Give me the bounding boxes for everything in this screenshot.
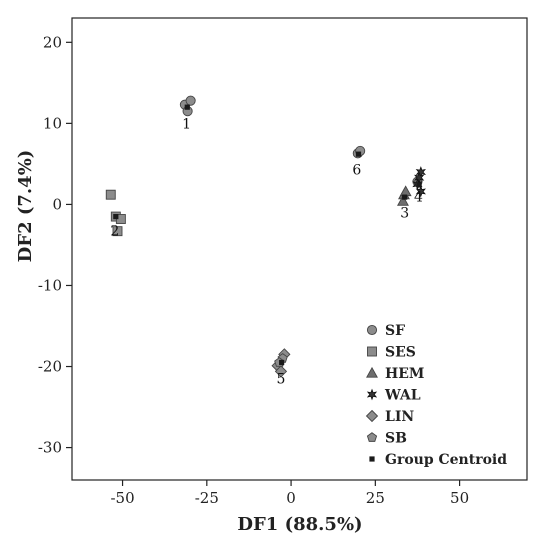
y-tick-label: 10 bbox=[43, 114, 62, 132]
group-number-label: 1 bbox=[182, 116, 191, 132]
x-tick-label: -25 bbox=[195, 489, 219, 507]
data-point bbox=[415, 185, 426, 198]
group-number-label: 3 bbox=[400, 206, 409, 222]
legend-marker bbox=[366, 432, 378, 442]
y-tick-label: 0 bbox=[52, 195, 62, 213]
x-tick-label: 50 bbox=[450, 489, 469, 507]
legend-marker bbox=[366, 388, 378, 401]
legend-entry-label: HEM bbox=[385, 366, 424, 382]
legend: SF SES HEM WAL LIN SB Group Centroid bbox=[365, 323, 507, 468]
y-tick-label: 20 bbox=[43, 33, 62, 51]
y-axis-title: DF2 (7.4%) bbox=[15, 150, 36, 263]
legend-entry-label: Group Centroid bbox=[385, 452, 507, 468]
y-tick-label: -10 bbox=[38, 276, 62, 294]
legend-marker bbox=[367, 346, 377, 357]
legend-entry-label: LIN bbox=[385, 409, 414, 425]
legend-marker bbox=[365, 409, 379, 423]
data-point bbox=[112, 226, 123, 237]
group-number-label: 2 bbox=[110, 223, 119, 239]
data-point bbox=[184, 104, 190, 110]
group-number-label: 6 bbox=[352, 163, 361, 179]
legend-entry-label: WAL bbox=[384, 388, 421, 404]
data-point bbox=[105, 189, 116, 200]
x-tick-label: 0 bbox=[286, 489, 296, 507]
data-points bbox=[105, 95, 426, 378]
legend-entry-label: SF bbox=[385, 323, 405, 339]
group-labels: 1 2 34 5 6 bbox=[110, 116, 423, 387]
x-axis: -50 -25 0 25 50 bbox=[110, 480, 469, 507]
group-number-label: 4 bbox=[414, 189, 423, 205]
data-point bbox=[113, 213, 119, 220]
data-point bbox=[279, 359, 285, 366]
y-axis: 20 10 0 -10 -20 -30 bbox=[38, 33, 72, 457]
legend-entry-label: SB bbox=[385, 431, 407, 447]
data-point bbox=[416, 182, 422, 188]
legend-marker bbox=[366, 366, 378, 378]
y-tick-label: -20 bbox=[38, 358, 62, 376]
series-group-centroid bbox=[113, 104, 422, 366]
x-tick-label: -50 bbox=[110, 489, 134, 507]
data-point bbox=[185, 95, 196, 106]
x-axis-title: DF1 (88.5%) bbox=[237, 514, 362, 535]
data-point bbox=[402, 194, 408, 200]
data-point bbox=[397, 195, 409, 206]
x-tick-label: 25 bbox=[366, 489, 385, 507]
legend-entry-label: SES bbox=[385, 345, 416, 361]
data-point bbox=[355, 151, 362, 157]
legend-marker bbox=[366, 324, 378, 336]
y-tick-label: -30 bbox=[38, 439, 62, 457]
group-number-label: 5 bbox=[277, 372, 286, 388]
legend-marker bbox=[369, 456, 375, 462]
data-point bbox=[274, 365, 288, 378]
plot-frame bbox=[71, 17, 528, 481]
